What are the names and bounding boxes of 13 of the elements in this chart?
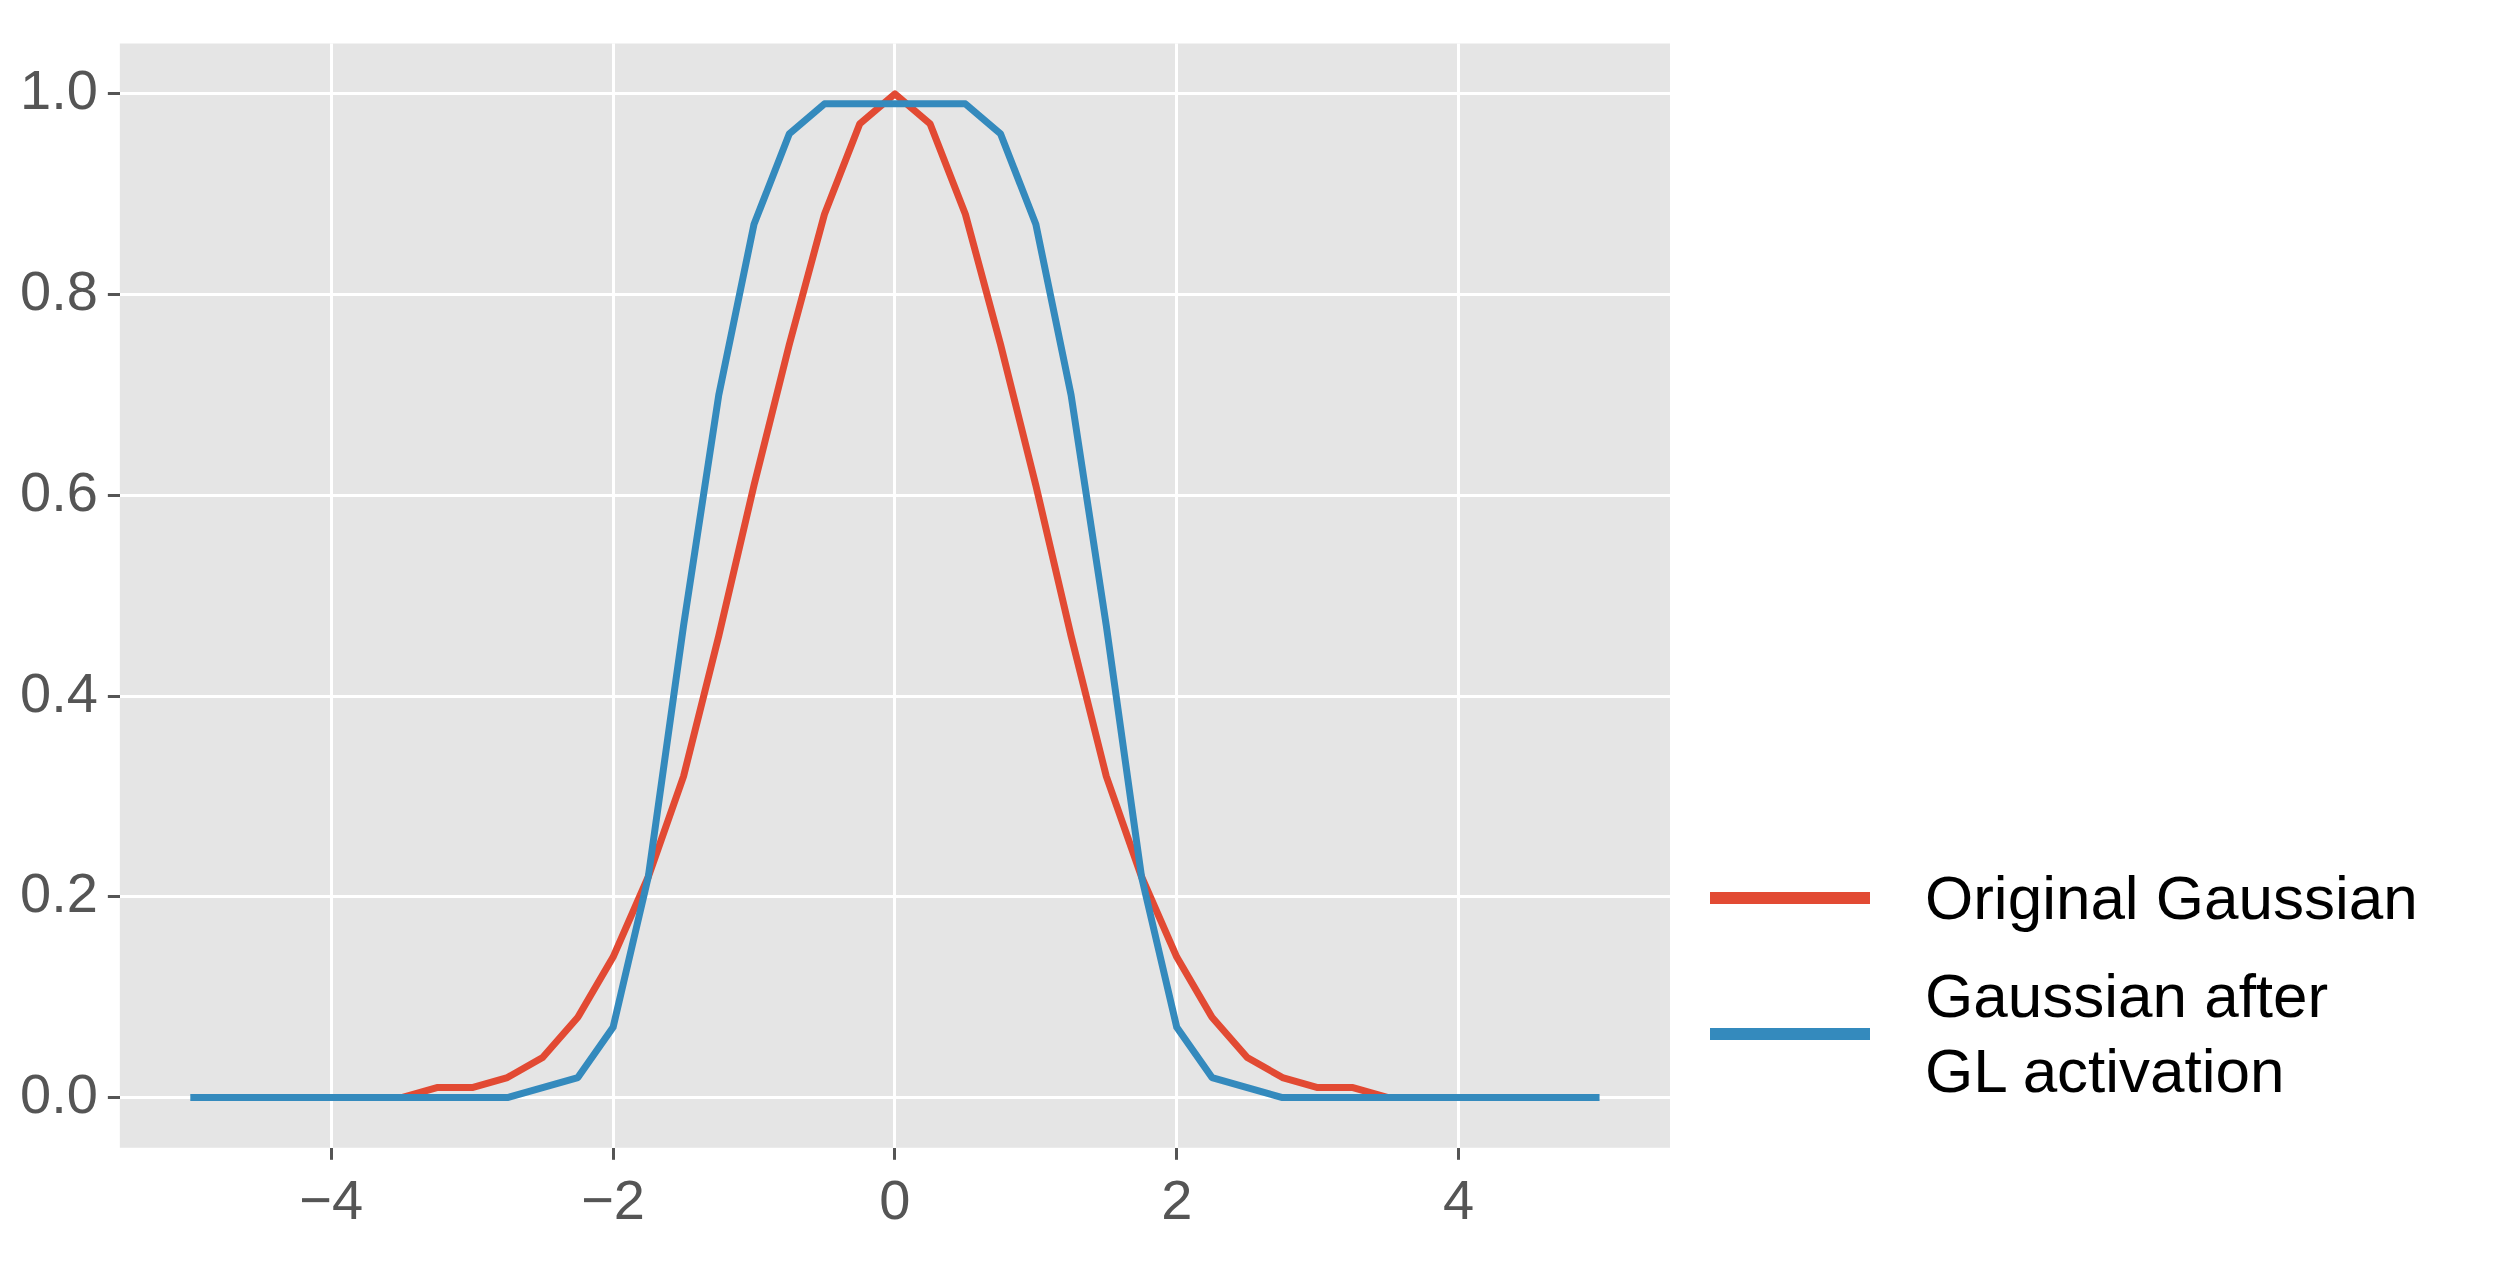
y-tick-label: 1.0 (19, 58, 98, 122)
x-tick-label: 4 (1443, 1167, 1475, 1231)
y-tick-label: 0.2 (19, 861, 98, 925)
legend-label: Original Gaussian (1925, 861, 2419, 934)
x-tick-label: −4 (299, 1167, 364, 1231)
x-tick-label: 0 (879, 1167, 911, 1231)
y-tick-label: 0.4 (19, 660, 98, 724)
legend-label: Gaussian after GL activation (1925, 960, 2330, 1107)
y-tick-label: 0.8 (19, 258, 98, 322)
y-tick-label: 0.6 (19, 459, 98, 523)
x-tick-label: 2 (1161, 1167, 1193, 1231)
x-tick-label: −2 (581, 1167, 646, 1231)
y-tick-label: 0.0 (19, 1062, 98, 1126)
